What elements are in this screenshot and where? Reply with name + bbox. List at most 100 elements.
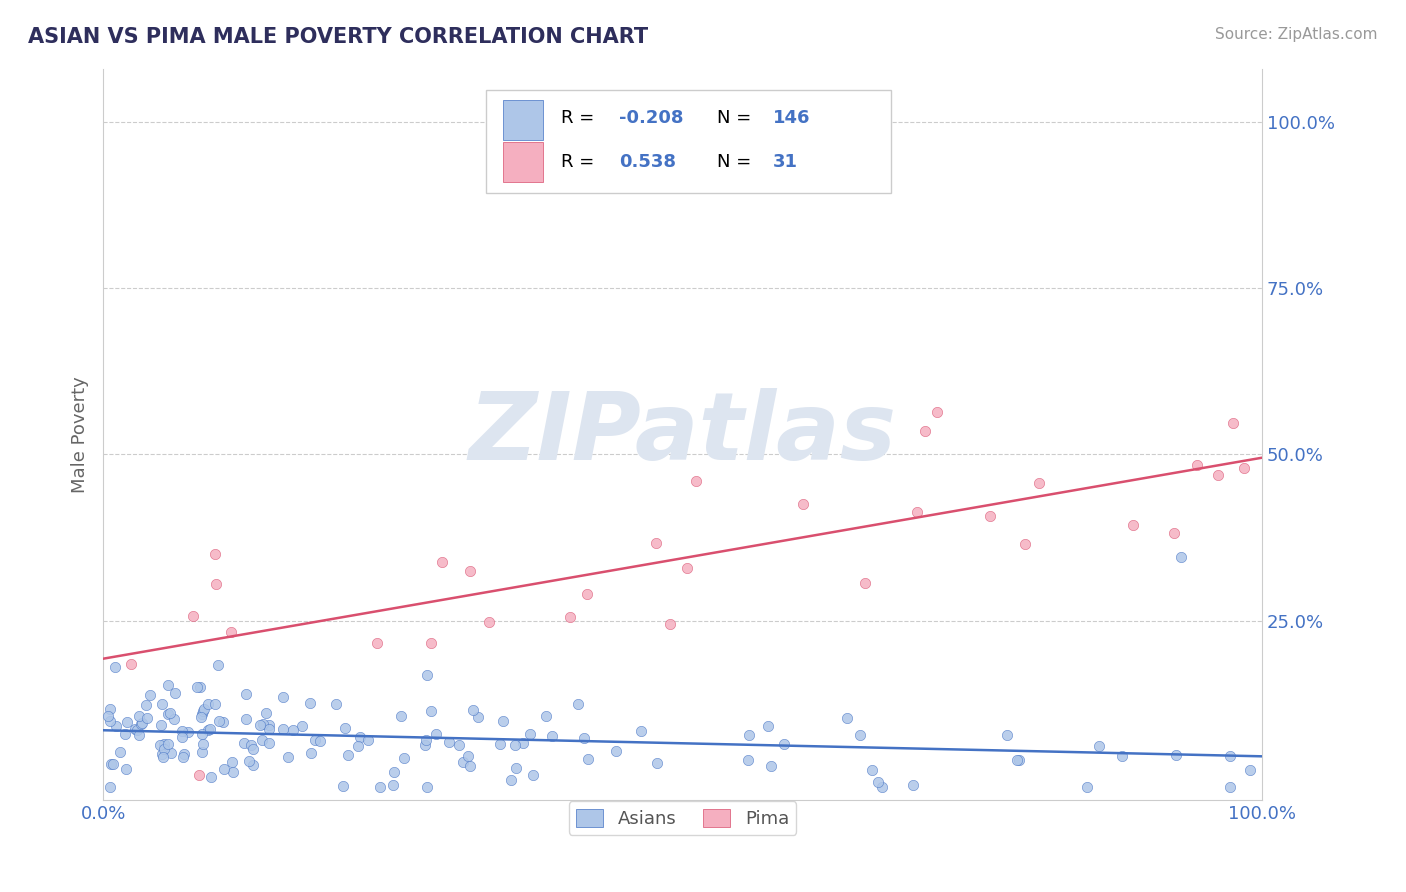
Point [979,508,1001,523]
Point [1008,752,1031,766]
Point [304,733,326,747]
Point [252,716,274,731]
Point [905,505,928,519]
Point [347,739,370,753]
Point [835,711,858,725]
Point [492,714,515,729]
Point [1014,537,1036,551]
Point [451,755,474,769]
Point [1206,467,1229,482]
Point [605,744,627,758]
Point [150,697,173,711]
Point [235,713,257,727]
Point [176,724,198,739]
FancyBboxPatch shape [503,142,544,182]
Point [870,780,893,794]
Point [1087,739,1109,754]
Point [214,762,236,776]
Point [415,667,437,681]
Point [737,753,759,767]
Point [152,750,174,764]
Text: N =: N = [717,110,758,128]
Text: R =: R = [561,153,600,171]
Point [761,759,783,773]
Point [187,767,209,781]
Point [115,762,138,776]
Point [249,718,271,732]
FancyBboxPatch shape [485,90,891,193]
Point [425,727,447,741]
Point [98,702,121,716]
Point [458,564,481,578]
Point [449,739,471,753]
Point [1028,476,1050,491]
Point [389,709,412,723]
Text: 31: 31 [773,153,797,171]
Point [659,616,682,631]
Point [1076,780,1098,794]
Point [489,738,512,752]
Point [235,687,257,701]
Point [205,577,228,591]
Point [105,719,128,733]
Point [1185,458,1208,472]
Point [1239,763,1261,777]
Point [430,555,453,569]
Point [849,728,872,742]
Point [325,697,347,711]
Point [150,747,173,762]
Point [188,680,211,694]
Point [242,742,264,756]
Point [156,678,179,692]
Point [301,746,323,760]
Point [572,731,595,745]
Point [208,714,231,728]
Point [382,765,405,780]
Point [368,780,391,794]
Point [575,587,598,601]
Point [191,737,214,751]
Text: ASIAN VS PIMA MALE POVERTY CORRELATION CHART: ASIAN VS PIMA MALE POVERTY CORRELATION C… [28,27,648,46]
Point [159,706,181,720]
Point [219,625,242,640]
FancyBboxPatch shape [503,100,544,140]
Point [193,702,215,716]
Point [512,736,534,750]
Point [222,765,245,780]
Point [152,737,174,751]
Point [98,714,121,728]
Point [191,704,214,718]
Point [309,734,332,748]
Point [773,737,796,751]
Point [190,727,212,741]
Point [101,757,124,772]
Point [115,714,138,729]
Point [333,721,356,735]
Point [238,754,260,768]
Point [186,680,208,694]
Text: R =: R = [561,110,600,128]
Point [149,718,172,732]
Point [382,778,405,792]
Point [439,734,461,748]
Point [567,697,589,711]
Point [415,732,437,747]
Point [163,712,186,726]
Point [110,745,132,759]
Point [1164,747,1187,762]
Point [163,686,186,700]
Point [366,635,388,649]
Point [233,736,256,750]
Point [239,738,262,752]
Text: N =: N = [717,153,758,171]
Point [792,497,814,511]
Point [685,475,707,489]
Point [170,731,193,745]
Point [461,703,484,717]
Point [191,745,214,759]
Point [298,696,321,710]
Point [197,723,219,738]
Point [756,719,779,733]
Point [332,779,354,793]
Point [191,706,214,721]
